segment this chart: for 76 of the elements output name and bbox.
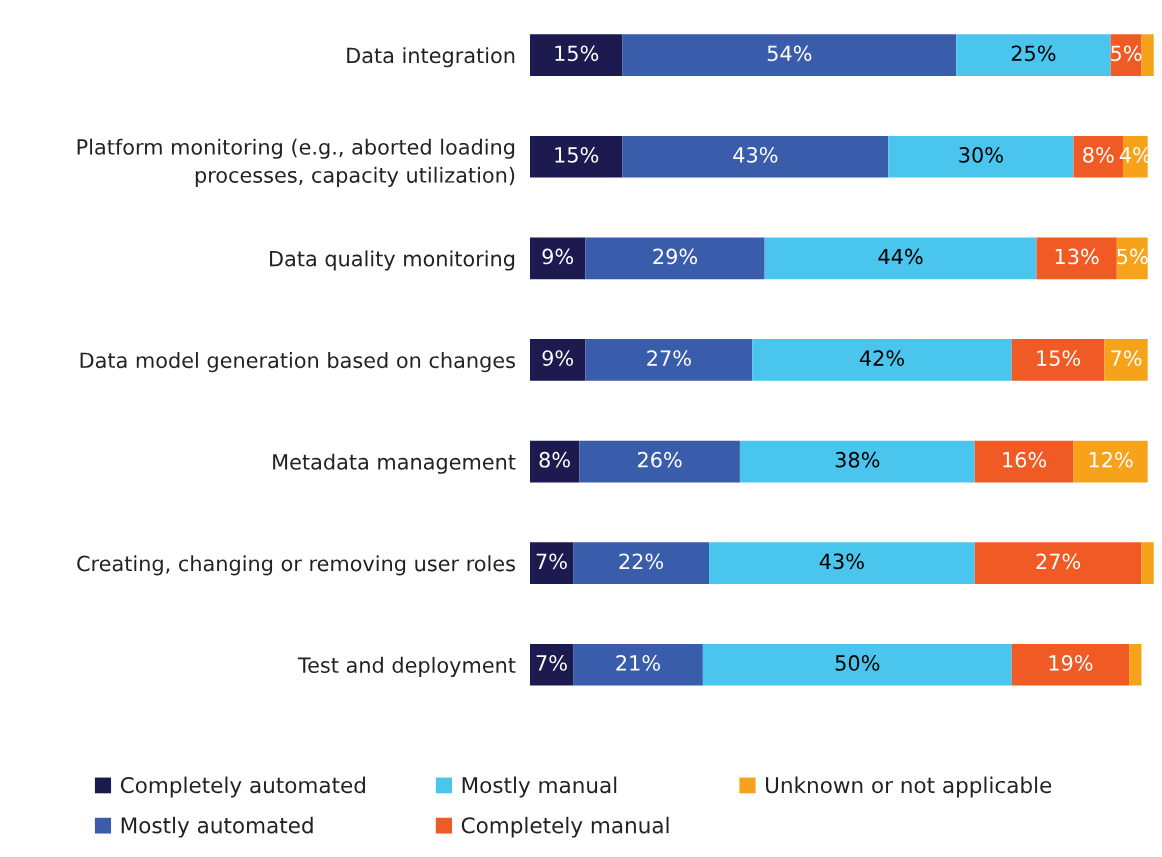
bar: [974, 542, 1142, 584]
bar: [956, 34, 1111, 76]
data-label: 54%: [767, 45, 812, 62]
data-label: 42%: [859, 350, 905, 366]
bar: [888, 135, 1074, 178]
legend-label: Mostly automated: [121, 816, 313, 838]
data-label: 8%: [539, 451, 570, 468]
bar: [1011, 643, 1130, 686]
bar: [1141, 34, 1154, 76]
y-tick-label: Metadata management: [273, 453, 516, 474]
bar: [1073, 440, 1148, 483]
data-label: 25%: [1011, 45, 1056, 62]
bar: [622, 34, 957, 76]
data-label: 15%: [1037, 350, 1081, 366]
bar: [573, 542, 710, 584]
bar: [1011, 339, 1105, 381]
bar: [585, 237, 765, 280]
bar: [764, 237, 1037, 280]
bar: [529, 643, 574, 686]
bar: [529, 34, 623, 76]
data-label: 29%: [653, 248, 698, 265]
data-label: 13%: [1055, 248, 1099, 265]
data-label: 9%: [542, 248, 574, 265]
bar: [622, 135, 889, 178]
y-tick-label: Platform monitoring (e.g., aborted loading processes, capacity utilization): [77, 138, 515, 187]
data-label: 22%: [619, 553, 664, 570]
bar: [529, 339, 586, 381]
data-label: 30%: [959, 147, 1003, 163]
data-label: 7%: [1111, 350, 1142, 366]
data-label: 7%: [536, 655, 567, 671]
bar: [529, 440, 580, 483]
bar: [1104, 339, 1148, 381]
data-label: 7%: [536, 553, 567, 570]
data-label: 26%: [637, 451, 682, 468]
bar: [702, 643, 1012, 686]
data-label: 43%: [819, 553, 864, 570]
data-label: 27%: [647, 350, 691, 366]
legend-label: Completely automated: [120, 776, 365, 798]
data-label: 9%: [542, 350, 574, 366]
data-label: 5%: [1111, 45, 1142, 62]
y-tick-label: Test and deployment: [297, 656, 516, 678]
legend-label: Unknown or not applicable: [766, 776, 1052, 798]
data-label: 19%: [1049, 655, 1093, 671]
bar: [529, 542, 574, 584]
bar: [529, 135, 623, 178]
bar: [974, 440, 1074, 483]
data-label: 50%: [835, 655, 880, 671]
data-label: 15%: [555, 45, 599, 62]
data-label: 21%: [616, 655, 660, 671]
bar: [1141, 542, 1154, 584]
bar: [585, 339, 753, 381]
data-label: 8%: [1083, 147, 1114, 163]
bar: [1036, 237, 1117, 280]
bar: [752, 339, 1012, 381]
bar: [1116, 237, 1148, 280]
y-tick-label: Data quality monitoring: [270, 250, 515, 271]
legend-label: Mostly manual: [462, 776, 617, 798]
data-label: 44%: [878, 248, 923, 265]
data-label: 38%: [835, 451, 880, 468]
bar: [709, 542, 975, 584]
data-label: 5%: [1117, 248, 1148, 265]
data-label: 27%: [1036, 553, 1081, 570]
data-label: 43%: [733, 147, 778, 163]
bar: [529, 237, 586, 280]
y-tick-label: Data integration: [347, 47, 515, 68]
bar: [579, 440, 740, 483]
y-tick-label: Data model generation based on changes: [80, 352, 515, 373]
bar: [739, 440, 975, 483]
legend-label: Completely manual: [461, 816, 669, 838]
data-label: 16%: [1003, 451, 1047, 468]
y-tick-label: Creating, changing or removing user roles: [77, 555, 515, 576]
bar: [1129, 643, 1142, 686]
bar: [1110, 34, 1142, 76]
bar: [573, 643, 703, 686]
data-label: 12%: [1089, 451, 1133, 468]
data-label: 15%: [555, 147, 599, 163]
